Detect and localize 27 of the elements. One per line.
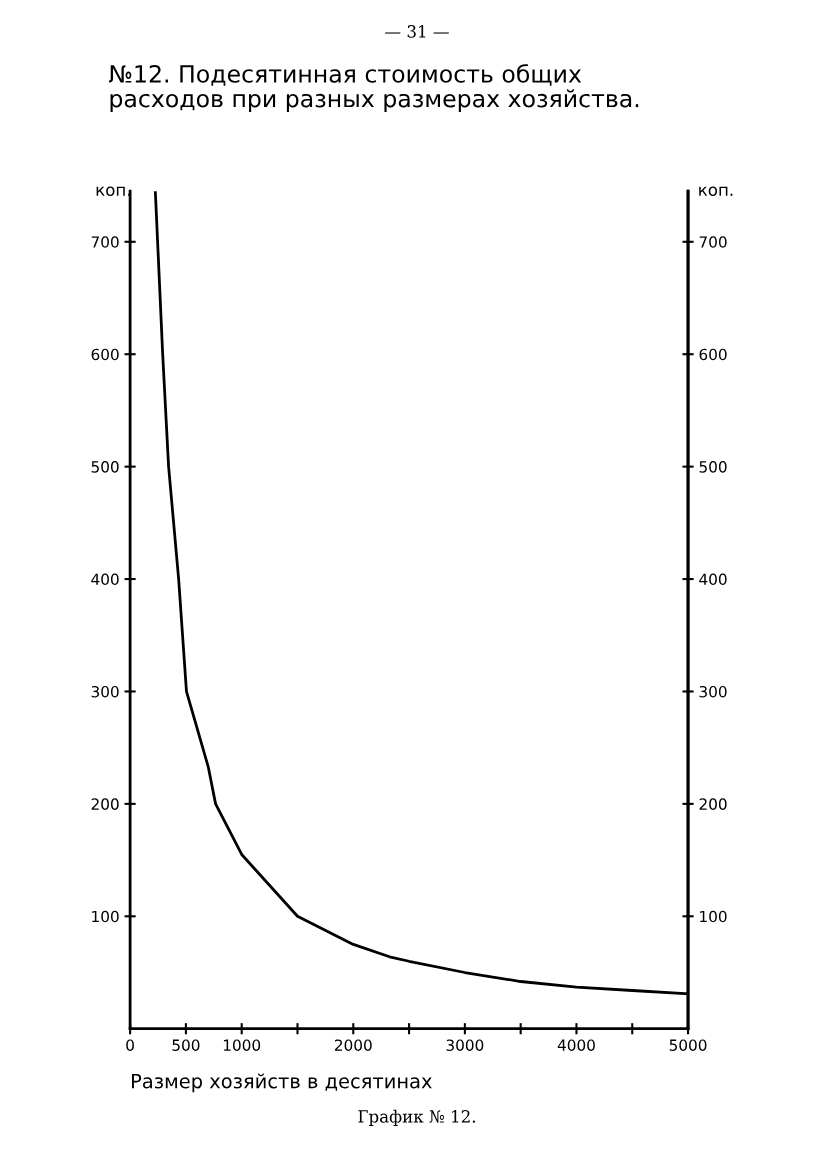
x-tick-label: 2000 <box>334 1039 372 1051</box>
text: График № 12. <box>358 1109 475 1126</box>
y2-tick-label: 600 <box>699 348 727 361</box>
y2-axis-title: коп. <box>699 186 733 197</box>
y2-tick-label: 200 <box>699 798 727 810</box>
y-tick-label: 700 <box>91 236 119 248</box>
y-tick-label: 600 <box>91 348 119 361</box>
y-tick-label: 500 <box>91 461 119 473</box>
y-tick-label: 100 <box>92 910 119 923</box>
y2-tick-label: 400 <box>699 573 727 586</box>
y-tick-label: 400 <box>91 573 119 586</box>
y2-tick-label: 700 <box>699 236 727 248</box>
x-tick-label: 0 <box>126 1039 134 1051</box>
y2-tick-label: 100 <box>700 910 727 923</box>
chart-title: №12. Подесятинная стоимость общих расходов при разных размерах хозяйства. <box>109 64 639 113</box>
text: — 31 — <box>385 25 449 38</box>
y-tick-label: 200 <box>91 798 119 810</box>
x-tick-label: 1000 <box>223 1039 261 1051</box>
x-tick-label: 3000 <box>446 1039 484 1051</box>
y2-tick-label: 300 <box>699 685 727 698</box>
y-tick-label: 300 <box>91 685 119 698</box>
y2-tick-label: 500 <box>699 461 727 473</box>
x-tick-label: 4000 <box>557 1039 595 1051</box>
y-axis-title: коп. <box>96 186 130 197</box>
x-tick-label: 5000 <box>669 1039 707 1051</box>
x-tick-label: 500 <box>172 1039 200 1051</box>
x-axis-title: Размер хозяйств в десятинах <box>132 1073 432 1093</box>
